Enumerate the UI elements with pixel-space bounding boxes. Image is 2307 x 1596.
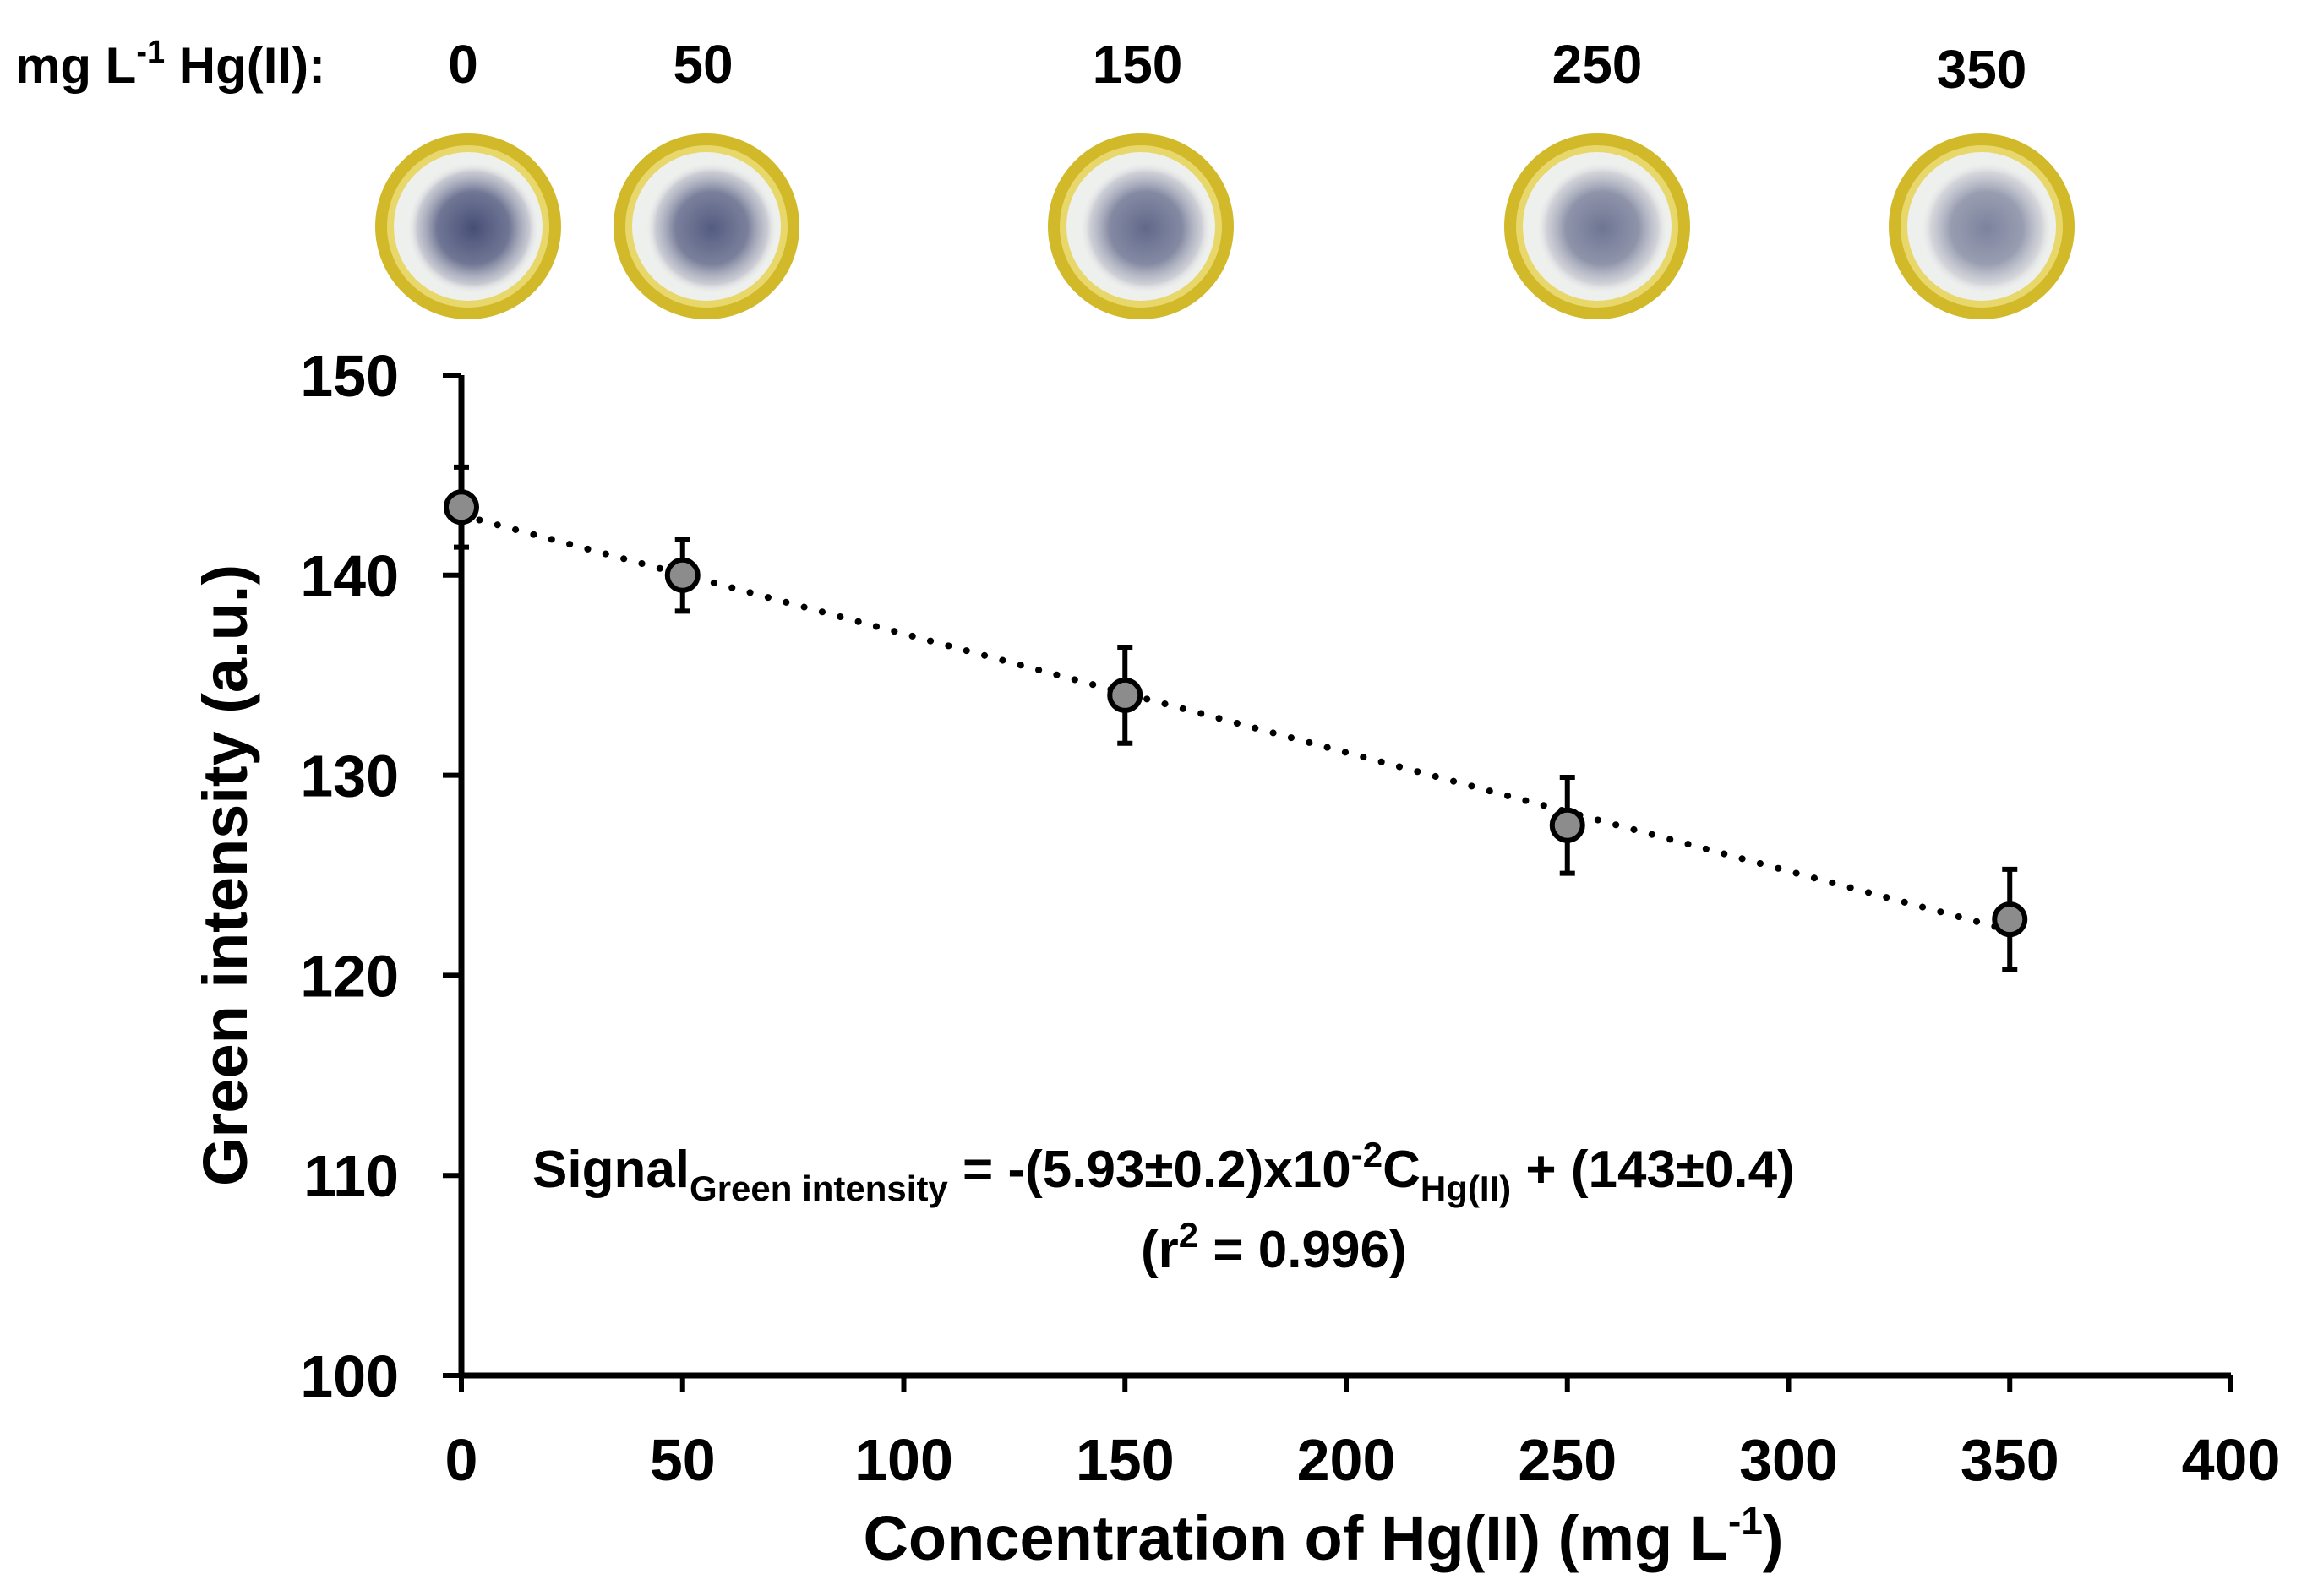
x-tick-label: 250 bbox=[1518, 1427, 1617, 1493]
x-tick-label: 400 bbox=[2182, 1427, 2281, 1493]
data-point bbox=[1549, 807, 1585, 843]
data-point bbox=[664, 557, 701, 593]
y-axis-label: Green intensity (a.u.) bbox=[190, 564, 260, 1186]
spot-concentration-label: 350 bbox=[1937, 39, 2027, 100]
y-tick-label: 120 bbox=[300, 943, 399, 1009]
spot-concentration-label: 250 bbox=[1552, 34, 1643, 95]
spot-concentration-label: 50 bbox=[673, 34, 733, 95]
x-tick-label: 300 bbox=[1739, 1427, 1838, 1493]
spot-dye bbox=[1921, 162, 2053, 294]
spot-labels: 0 50 150 250 350 bbox=[448, 34, 2026, 100]
x-tick-label: 350 bbox=[1961, 1427, 2059, 1493]
sample-spot bbox=[1048, 133, 1234, 319]
y-tick-label: 130 bbox=[300, 744, 399, 809]
sample-spot bbox=[375, 133, 561, 319]
trend-line bbox=[458, 511, 2014, 934]
y-tick-label: 100 bbox=[300, 1343, 399, 1409]
x-tick-label: 50 bbox=[650, 1427, 716, 1493]
sample-spots bbox=[375, 133, 2075, 319]
x-tick-label: 150 bbox=[1076, 1427, 1175, 1493]
data-point bbox=[1107, 677, 1143, 713]
x-tick-label: 200 bbox=[1297, 1427, 1396, 1493]
spot-dye bbox=[407, 162, 539, 294]
y-tick-label: 110 bbox=[303, 1143, 399, 1209]
r-squared: (r2 = 0.996) bbox=[1141, 1215, 1407, 1279]
x-tick-label: 0 bbox=[445, 1427, 478, 1493]
x-tick-label: 100 bbox=[854, 1427, 953, 1493]
sample-spot bbox=[1504, 133, 1690, 319]
spot-concentration-label: 0 bbox=[448, 34, 478, 95]
regression-equation: SignalGreen intensity = -(5.93±0.2)x10-2… bbox=[532, 1135, 1795, 1208]
spot-dye bbox=[646, 162, 777, 294]
x-axis-label: Concentration of Hg(II) (mg L-1) bbox=[863, 1499, 1783, 1573]
spot-dye bbox=[1536, 162, 1668, 294]
x-ticks: 0 50 100 150 200 250 300 350 400 bbox=[445, 1375, 2281, 1493]
y-tick-label: 140 bbox=[300, 543, 399, 609]
plot-area bbox=[444, 464, 2028, 972]
y-ticks: 100 110 120 130 140 150 bbox=[300, 343, 461, 1409]
sample-spot bbox=[614, 133, 799, 319]
sample-spot bbox=[1889, 133, 2075, 319]
spot-dye bbox=[1080, 162, 1212, 294]
y-tick-label: 150 bbox=[300, 343, 399, 409]
data-point bbox=[1992, 901, 2028, 938]
sample-row-label: mg L-1 Hg(II): bbox=[15, 35, 325, 94]
spot-concentration-label: 150 bbox=[1093, 34, 1183, 95]
data-point bbox=[444, 489, 479, 526]
